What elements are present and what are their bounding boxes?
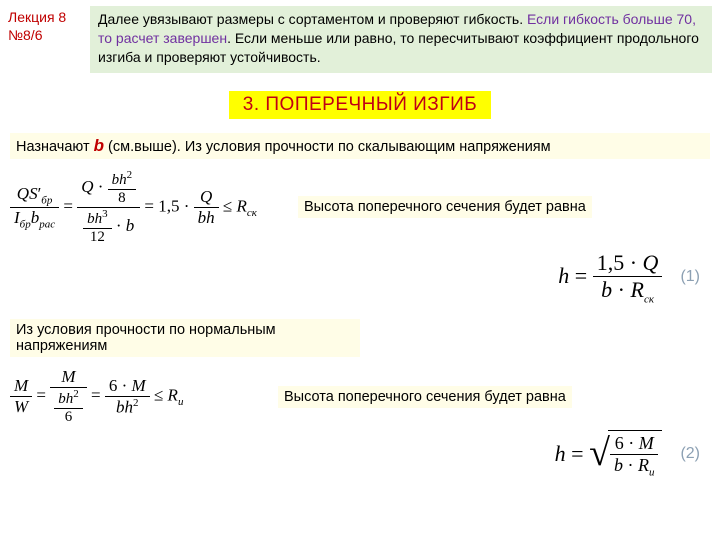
dot1: · bbox=[98, 177, 104, 196]
eq6: = bbox=[571, 441, 583, 466]
M1: M bbox=[10, 376, 32, 396]
moment-formula-row: MW = M bh26 = 6 · M bh2 ≤ Rи Высота попе… bbox=[10, 367, 710, 426]
sub-br2: бр bbox=[20, 218, 31, 230]
R2: R bbox=[631, 277, 644, 302]
lecture-tag: Лекция 8 №8/6 bbox=[8, 6, 84, 44]
Q2: Q bbox=[81, 177, 93, 196]
sym-S: S bbox=[29, 184, 38, 203]
R1: R bbox=[237, 196, 247, 215]
h2: h bbox=[95, 211, 103, 227]
sq2b: 2 bbox=[73, 388, 79, 400]
b6: b bbox=[601, 277, 612, 302]
ui1: и bbox=[178, 396, 184, 408]
ui2: и bbox=[649, 467, 655, 479]
shear-formula: QS′бр Iбрbрас = Q · bh28 bh312 · b = 1,5… bbox=[10, 169, 290, 246]
h-eq2: h bbox=[555, 441, 566, 466]
intro-t1: Далее увязывают размеры с сортаментом и … bbox=[98, 11, 527, 27]
intro-note: Далее увязывают размеры с сортаментом и … bbox=[90, 6, 712, 73]
h3: h bbox=[206, 208, 215, 227]
dot4: · bbox=[630, 250, 637, 275]
assign-b-strip: Назначают b (см.выше). Из условия прочно… bbox=[10, 133, 710, 159]
header-row: Лекция 8 №8/6 Далее увязывают размеры с … bbox=[0, 0, 720, 73]
sk2: ск bbox=[644, 293, 654, 305]
le1: ≤ bbox=[223, 196, 232, 215]
normal-cond-strip: Из условия прочности по нормальным напря… bbox=[10, 319, 360, 357]
eq1-formula: h = 1,5 · Q b · Rск bbox=[558, 250, 662, 305]
section-title-row: 3. ПОПЕРЕЧНЫЙ ИЗГИБ bbox=[0, 91, 720, 119]
dot5: · bbox=[618, 277, 625, 302]
sq2c: 2 bbox=[133, 397, 139, 409]
lecture-line1: Лекция 8 bbox=[8, 9, 66, 25]
sym-b: b bbox=[31, 208, 40, 227]
eq2: = bbox=[144, 196, 154, 215]
M2: M bbox=[50, 367, 87, 387]
dot6: · bbox=[122, 376, 128, 395]
R3: R bbox=[168, 385, 178, 404]
eq1: = bbox=[63, 196, 73, 215]
section-title: 3. ПОПЕРЕЧНЫЙ ИЗГИБ bbox=[229, 91, 491, 119]
le2: ≤ bbox=[154, 385, 163, 404]
b5: b bbox=[198, 208, 207, 227]
sk1: ск bbox=[247, 206, 257, 218]
dot7: · bbox=[628, 433, 634, 453]
eq2-row: h = √ 6 · M b · Rи (2) bbox=[10, 430, 710, 479]
b9: b bbox=[614, 455, 623, 475]
eq4: = bbox=[36, 385, 46, 404]
Q3: Q bbox=[194, 187, 219, 207]
assign-b-var: b bbox=[94, 136, 104, 155]
eq5: = bbox=[91, 385, 101, 404]
c6c: 6 bbox=[615, 433, 624, 453]
M3: M bbox=[132, 376, 146, 395]
sub-br: бр bbox=[41, 195, 52, 207]
c15: 1,5 bbox=[158, 196, 179, 215]
h1: h bbox=[119, 172, 127, 188]
h-eq1: h bbox=[558, 262, 569, 287]
sym-Q: Q bbox=[17, 184, 29, 203]
eq3: = bbox=[575, 262, 587, 287]
Q4: Q bbox=[643, 250, 659, 275]
b4: b bbox=[126, 216, 135, 235]
b7: b bbox=[58, 391, 66, 407]
eq1-row: h = 1,5 · Q b · Rск (1) bbox=[10, 250, 710, 305]
R4: R bbox=[638, 455, 649, 475]
dot3: · bbox=[184, 196, 190, 215]
sq2a: 2 bbox=[127, 169, 133, 181]
b8: b bbox=[116, 397, 125, 416]
result-label-2: Высота поперечного сечения будет равна bbox=[278, 386, 572, 408]
sqrt-icon: √ bbox=[589, 434, 610, 483]
sub-ras: рас bbox=[39, 218, 55, 230]
assign-pre: Назначают bbox=[16, 139, 94, 155]
c8: 8 bbox=[108, 189, 137, 207]
M4: M bbox=[639, 433, 654, 453]
eq2-number: (2) bbox=[680, 445, 700, 463]
moment-formula: MW = M bh26 = 6 · M bh2 ≤ Rи bbox=[10, 367, 270, 426]
eq2-formula: h = √ 6 · M b · Rи bbox=[555, 430, 663, 479]
h5: h bbox=[125, 397, 134, 416]
c15b: 1,5 bbox=[597, 250, 625, 275]
result-label-1: Высота поперечного сечения будет равна bbox=[298, 196, 592, 218]
sq3a: 3 bbox=[102, 208, 108, 220]
eq1-number: (1) bbox=[680, 268, 700, 286]
c12: 12 bbox=[83, 228, 112, 246]
lecture-line2: №8/6 bbox=[8, 27, 42, 43]
W1: W bbox=[10, 396, 32, 417]
assign-post: (см.выше). Из условия прочности по скалы… bbox=[104, 139, 551, 155]
c6a: 6 bbox=[54, 408, 83, 426]
dot8: · bbox=[627, 455, 633, 475]
shear-formula-row: QS′бр Iбрbрас = Q · bh28 bh312 · b = 1,5… bbox=[10, 169, 710, 246]
b3: b bbox=[87, 211, 95, 227]
dot2: · bbox=[116, 216, 122, 235]
